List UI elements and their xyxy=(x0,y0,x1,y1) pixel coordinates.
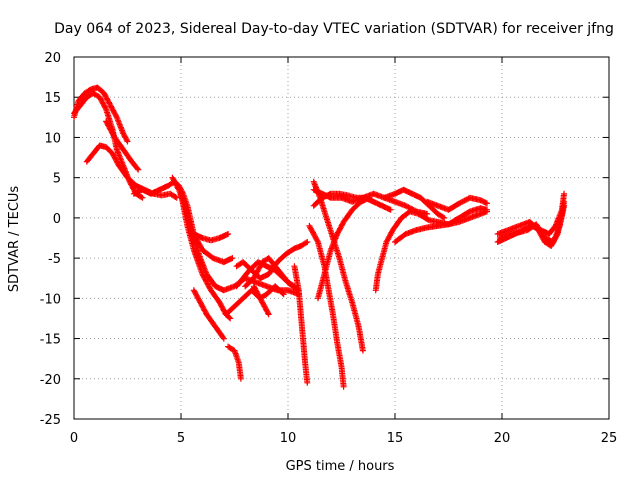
y-tick-label: -15 xyxy=(40,333,61,348)
series-arc-4 xyxy=(103,118,142,173)
y-tick-label: 0 xyxy=(53,212,61,227)
data-point-markers xyxy=(178,190,234,322)
y-tick-label: -10 xyxy=(40,292,61,307)
x-tick-label: 20 xyxy=(494,431,511,446)
chart-title: Day 064 of 2023, Sidereal Day-to-day VTE… xyxy=(54,21,614,37)
data-point-markers xyxy=(190,287,227,342)
x-tick-label: 15 xyxy=(387,431,404,446)
data-point-markers xyxy=(315,194,373,302)
data-point-markers xyxy=(306,222,347,390)
data-point-markers xyxy=(496,202,568,245)
series-arc-24 xyxy=(392,205,490,245)
plot-frame xyxy=(73,56,610,420)
y-tick-label: 10 xyxy=(44,131,61,146)
data-point-markers xyxy=(71,84,131,145)
data-point-markers xyxy=(242,255,298,290)
y-tick-label: 20 xyxy=(44,51,61,66)
data-point-markers xyxy=(103,118,142,173)
data-point-markers xyxy=(372,208,490,294)
data-point-markers xyxy=(392,205,490,245)
x-tick-label: 5 xyxy=(177,431,185,446)
x-axis-label: GPS time / hours xyxy=(286,459,395,474)
series-arc-9 xyxy=(190,287,227,342)
series-arc-17 xyxy=(306,222,347,390)
series-arc-15 xyxy=(250,283,272,318)
y-axis-label: SDTVAR / TECUs xyxy=(7,186,22,293)
series-arc-5 xyxy=(130,178,236,266)
series-arc-14 xyxy=(242,255,298,290)
y-tick-label: -5 xyxy=(48,252,61,267)
data-point-markers xyxy=(225,343,244,382)
data-point-markers xyxy=(130,178,236,266)
series-arc-1 xyxy=(71,84,131,145)
series-arc-22 xyxy=(372,208,490,294)
series-arc-16 xyxy=(291,263,311,386)
series-arc-3 xyxy=(83,142,180,201)
y-tick-label: -20 xyxy=(40,373,61,388)
data-point-markers xyxy=(83,142,180,201)
y-axis-ticks: 20 15 10 5 0 -5 -10 -15 -20 -25 xyxy=(40,51,609,428)
series-arc-19 xyxy=(315,194,373,302)
series-arc-10 xyxy=(225,343,244,382)
x-axis-ticks: 0 5 10 15 20 25 xyxy=(70,57,617,446)
x-tick-label: 0 xyxy=(70,431,78,446)
series-arc-28 xyxy=(496,202,568,245)
data-points xyxy=(71,84,568,390)
data-point-markers xyxy=(424,194,490,213)
data-point-markers xyxy=(291,263,311,386)
series-arc-25 xyxy=(424,194,490,213)
data-point-markers xyxy=(190,231,232,244)
y-tick-label: 15 xyxy=(44,91,61,106)
y-tick-label: -25 xyxy=(40,413,61,428)
x-tick-label: 25 xyxy=(601,431,618,446)
series-arc-8 xyxy=(190,231,232,244)
series-arc-7 xyxy=(178,190,234,322)
y-tick-label: 5 xyxy=(53,172,61,187)
data-point-markers xyxy=(250,283,272,318)
x-tick-label: 10 xyxy=(280,431,297,446)
